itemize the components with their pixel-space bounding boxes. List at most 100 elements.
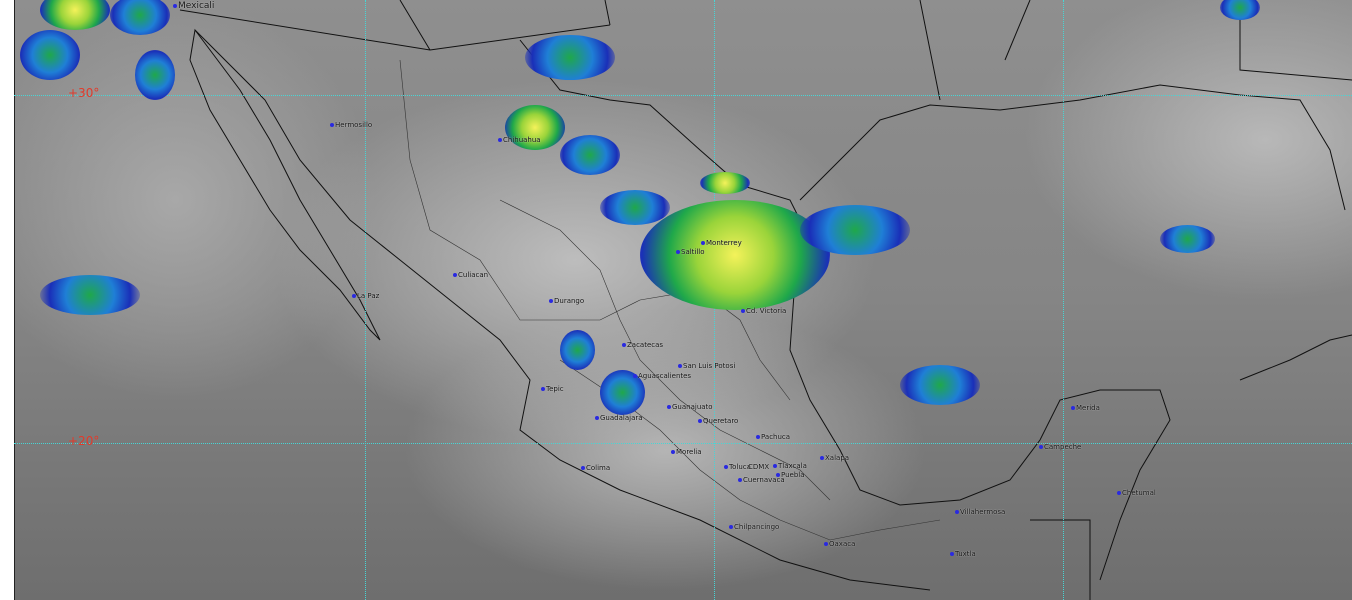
city-chilpancingo: Chilpancingo (729, 523, 779, 531)
city-dot-icon (729, 525, 733, 529)
city-dot-icon (622, 343, 626, 347)
city-name: Morelia (676, 448, 702, 456)
city-dot-icon (776, 473, 780, 477)
city-name: Chilpancingo (734, 523, 780, 531)
cloud-cell (800, 205, 910, 255)
city-tepic: Tepic (541, 385, 564, 393)
city-dot-icon (701, 241, 705, 245)
city-name: Culiacan (458, 271, 489, 279)
city-name: San Luis Potosi (683, 362, 736, 370)
city-toluca: Toluca (724, 463, 751, 471)
cloud-cell (700, 172, 750, 194)
city-dot-icon (773, 464, 777, 468)
city-dot-icon (671, 450, 675, 454)
city-dot-icon (1071, 406, 1075, 410)
latitude-gridline (14, 95, 1352, 96)
city-dot-icon (581, 466, 585, 470)
city-dot-icon (820, 456, 824, 460)
city-tuxtla: Tuxtla (950, 550, 976, 558)
city-cdmx: CDMX (748, 463, 769, 471)
city-guadalajara: Guadalajara (595, 414, 643, 422)
city-dot-icon (352, 294, 356, 298)
city-name: Zacatecas (627, 341, 664, 349)
city-name: Durango (554, 297, 585, 305)
city-dot-icon (667, 405, 671, 409)
city-dot-icon (676, 250, 680, 254)
city-dot-icon (330, 123, 334, 127)
city-name: Queretaro (703, 417, 739, 425)
city-name: Saltillo (681, 248, 705, 256)
cloud-cell (40, 275, 140, 315)
city-name: Cuernavaca (743, 476, 785, 484)
city-dot-icon (950, 552, 954, 556)
cloud-cell (560, 330, 595, 370)
latitude-label-20: +20° (68, 434, 100, 448)
cloud-cell (600, 370, 645, 415)
city-dot-icon (498, 138, 502, 142)
city-dot-icon (541, 387, 545, 391)
city-name: Chetumal (1122, 489, 1156, 497)
city-hermosillo: Hermosillo (330, 121, 372, 129)
city-name: Tlaxcala (778, 462, 807, 470)
cloud-cell (110, 0, 170, 35)
city-dot-icon (173, 3, 177, 8)
city-chetumal: Chetumal (1117, 489, 1156, 497)
city-name: Tepic (546, 385, 564, 393)
city-dot-icon (756, 435, 760, 439)
city-name: Mexicali (178, 1, 215, 11)
city-dot-icon (698, 419, 702, 423)
city-merida: Merida (1071, 404, 1100, 412)
city-name: Colima (586, 464, 611, 472)
city-oaxaca: Oaxaca (824, 540, 855, 548)
city-cuernavaca: Cuernavaca (738, 476, 785, 484)
city-name: Oaxaca (829, 540, 856, 548)
city-zacatecas: Zacatecas (622, 341, 663, 349)
city-name: Puebla (781, 471, 805, 479)
city-la-paz: La Paz (352, 292, 379, 300)
city-dot-icon (633, 374, 637, 378)
city-guanajuato: Guanajuato (667, 403, 713, 411)
city-tlaxcala: Tlaxcala (773, 462, 807, 470)
latitude-label-30: +30° (68, 86, 100, 100)
city-san-luis-potosi: San Luis Potosi (678, 362, 735, 370)
city-name: Tuxtla (955, 550, 976, 558)
city-name: Monterrey (706, 239, 742, 247)
city-campeche: Campeche (1039, 443, 1081, 451)
city-puebla: Puebla (776, 471, 805, 479)
city-cd-victoria: Cd. Victoria (741, 307, 786, 315)
city-name: Merida (1076, 404, 1100, 412)
latitude-gridline (14, 443, 1352, 444)
city-name: Aguascalientes (638, 372, 692, 380)
city-saltillo: Saltillo (676, 248, 705, 256)
cloud-cell (600, 190, 670, 225)
cloud-cell (525, 35, 615, 80)
city-name: Chihuahua (503, 136, 541, 144)
cloud-cell (20, 30, 80, 80)
city-name: CDMX (748, 463, 770, 471)
city-aguascalientes: Aguascalientes (633, 372, 691, 380)
city-dot-icon (678, 364, 682, 368)
city-dot-icon (1039, 445, 1043, 449)
cloud-cell (135, 50, 175, 100)
city-name: Villahermosa (960, 508, 1006, 516)
city-dot-icon (1117, 491, 1121, 495)
city-dot-icon (955, 510, 959, 514)
cloud-cell (1220, 0, 1260, 20)
city-chihuahua: Chihuahua (498, 136, 541, 144)
city-dot-icon (549, 299, 553, 303)
longitude-gridline (1063, 0, 1064, 600)
cloud-cell (505, 105, 565, 150)
city-name: Pachuca (761, 433, 791, 441)
city-monterrey: Monterrey (701, 239, 742, 247)
city-dot-icon (741, 309, 745, 313)
city-durango: Durango (549, 297, 584, 305)
city-name: Xalapa (825, 454, 850, 462)
city-culiacan: Culiacan (453, 271, 488, 279)
city-pachuca: Pachuca (756, 433, 790, 441)
city-name: Guanajuato (672, 403, 713, 411)
city-name: Cd. Victoria (746, 307, 787, 315)
city-colima: Colima (581, 464, 610, 472)
city-dot-icon (453, 273, 457, 277)
